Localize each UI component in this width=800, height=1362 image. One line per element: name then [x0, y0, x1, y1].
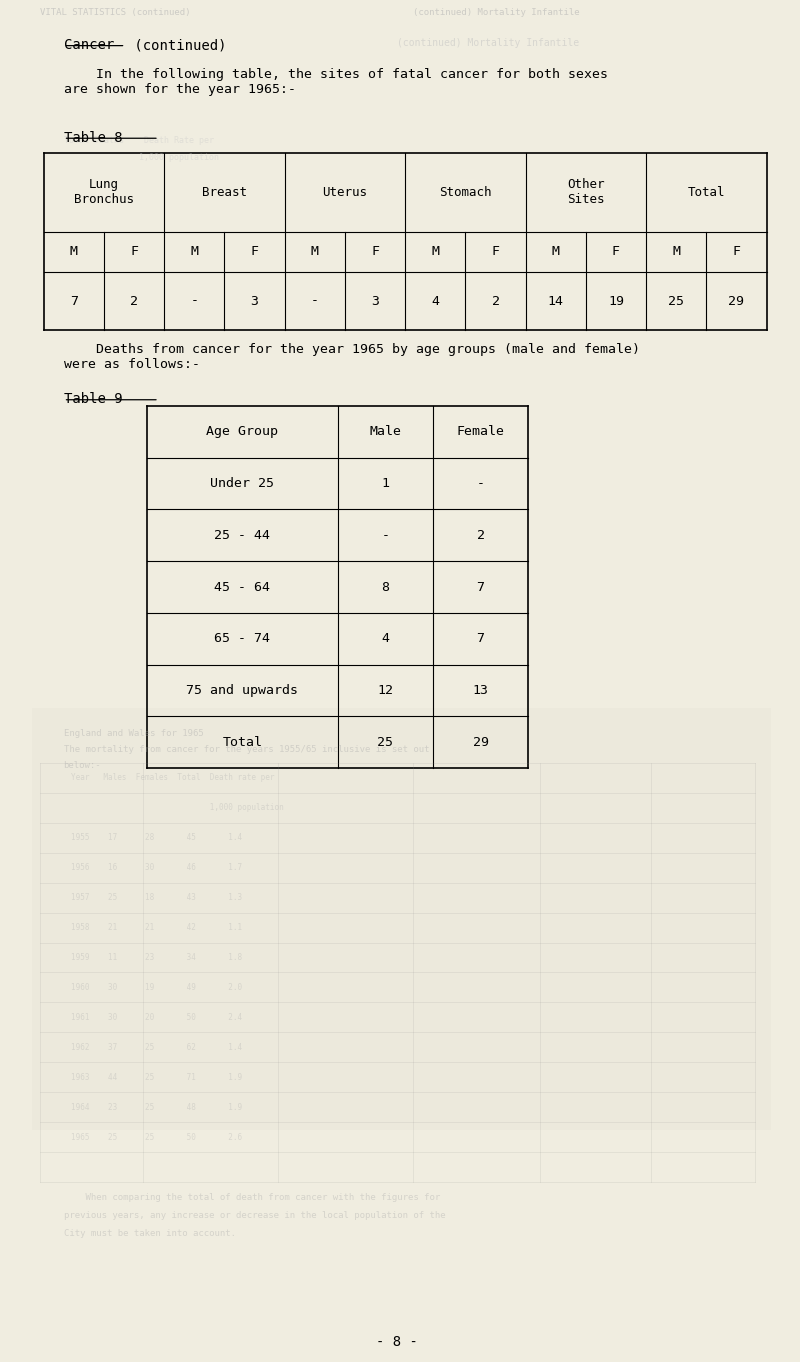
Text: 29: 29 [473, 735, 489, 749]
Text: Age Group: Age Group [206, 425, 278, 439]
Text: Total: Total [688, 185, 725, 199]
Text: Cancer: Cancer [63, 38, 114, 52]
Text: 1,000 population: 1,000 population [63, 153, 218, 162]
Text: -: - [477, 477, 485, 490]
Text: M: M [552, 245, 560, 259]
Text: 65 - 74: 65 - 74 [214, 632, 270, 646]
Text: Male: Male [370, 425, 402, 439]
Text: M: M [190, 245, 198, 259]
Text: Total Deaths    Death Rate per: Total Deaths Death Rate per [63, 136, 214, 146]
Text: 1962    37      25       62       1.4: 1962 37 25 62 1.4 [71, 1043, 242, 1051]
Text: 2: 2 [130, 294, 138, 308]
Text: 1960    30      19       49       2.0: 1960 30 19 49 2.0 [71, 983, 242, 992]
Text: 45 - 64: 45 - 64 [214, 580, 270, 594]
Text: M: M [431, 245, 439, 259]
Text: 12: 12 [378, 684, 394, 697]
Text: 3: 3 [371, 294, 379, 308]
Text: Other
Sites: Other Sites [567, 178, 605, 206]
Text: M: M [70, 245, 78, 259]
Text: 4: 4 [382, 632, 390, 646]
Text: 1964    23      25       48       1.9: 1964 23 25 48 1.9 [71, 1103, 242, 1111]
Text: 1965    25      25       50       2.6: 1965 25 25 50 2.6 [71, 1133, 242, 1141]
Text: 4: 4 [431, 294, 439, 308]
Text: 1961    30      20       50       2.4: 1961 30 20 50 2.4 [71, 1013, 242, 1022]
Text: 1959    11      23       34       1.8: 1959 11 23 34 1.8 [71, 953, 242, 962]
Text: 14: 14 [548, 294, 564, 308]
Text: England and Wales for 1965: England and Wales for 1965 [63, 729, 203, 738]
Text: 7: 7 [477, 632, 485, 646]
Text: When comparing the total of death from cancer with the figures for: When comparing the total of death from c… [63, 1193, 440, 1203]
Text: 25: 25 [378, 735, 394, 749]
Text: F: F [130, 245, 138, 259]
Text: 1956    16      30       46       1.7: 1956 16 30 46 1.7 [71, 864, 242, 872]
Text: F: F [612, 245, 620, 259]
Text: Lung
Bronchus: Lung Bronchus [74, 178, 134, 206]
Text: F: F [733, 245, 741, 259]
Text: -: - [310, 294, 318, 308]
Text: The mortality from cancer for the years 1955/65 inclusive is set out: The mortality from cancer for the years … [63, 745, 429, 755]
Text: In the following table, the sites of fatal cancer for both sexes
are shown for t: In the following table, the sites of fat… [63, 68, 607, 97]
Text: 75 and upwards: 75 and upwards [186, 684, 298, 697]
Bar [32, 708, 770, 1130]
Text: Deaths from cancer for the year 1965 by age groups (male and female)
were as fol: Deaths from cancer for the year 1965 by … [63, 343, 639, 372]
Text: M: M [672, 245, 680, 259]
Text: below:-: below:- [63, 761, 101, 771]
Text: 1957    25      18       43       1.3: 1957 25 18 43 1.3 [71, 893, 242, 902]
Text: 25 - 44: 25 - 44 [214, 528, 270, 542]
Text: 2: 2 [477, 528, 485, 542]
Text: 1,000 population: 1,000 population [71, 804, 284, 812]
Text: 13: 13 [473, 684, 489, 697]
Text: F: F [250, 245, 258, 259]
Text: 1955    17      28       45       1.4: 1955 17 28 45 1.4 [71, 834, 242, 842]
Text: City must be taken into account.: City must be taken into account. [63, 1229, 235, 1238]
Text: 8: 8 [382, 580, 390, 594]
Text: M: M [310, 245, 318, 259]
Text: previous years, any increase or decrease in the local population of the: previous years, any increase or decrease… [63, 1211, 445, 1220]
Text: VITAL STATISTICS (continued): VITAL STATISTICS (continued) [40, 8, 190, 18]
Text: Breast: Breast [202, 185, 247, 199]
Text: 2: 2 [491, 294, 499, 308]
Text: 7: 7 [70, 294, 78, 308]
Text: (continued): (continued) [126, 38, 226, 52]
Text: Year   Males  Females  Total  Death rate per: Year Males Females Total Death rate per [71, 774, 275, 782]
Text: 1: 1 [382, 477, 390, 490]
Text: F: F [491, 245, 499, 259]
Text: Under 25: Under 25 [210, 477, 274, 490]
Text: -: - [382, 528, 390, 542]
Text: 1958    21      21       42       1.1: 1958 21 21 42 1.1 [71, 923, 242, 932]
Text: 7: 7 [477, 580, 485, 594]
Text: Table 8: Table 8 [63, 131, 122, 144]
Text: F: F [371, 245, 379, 259]
Text: (continued) Mortality Infantile: (continued) Mortality Infantile [397, 38, 579, 48]
Text: Total: Total [222, 735, 262, 749]
Text: -: - [190, 294, 198, 308]
Text: Uterus: Uterus [322, 185, 367, 199]
Text: 19: 19 [608, 294, 624, 308]
Text: 25: 25 [668, 294, 684, 308]
Text: Stomach: Stomach [439, 185, 492, 199]
Text: Table 9: Table 9 [63, 392, 122, 406]
Text: - 8 -: - 8 - [376, 1335, 418, 1348]
Text: 3: 3 [250, 294, 258, 308]
Text: Female: Female [457, 425, 505, 439]
Text: 1963    44      25       71       1.9: 1963 44 25 71 1.9 [71, 1073, 242, 1081]
Text: (continued) Mortality Infantile: (continued) Mortality Infantile [413, 8, 580, 18]
Text: 29: 29 [729, 294, 745, 308]
